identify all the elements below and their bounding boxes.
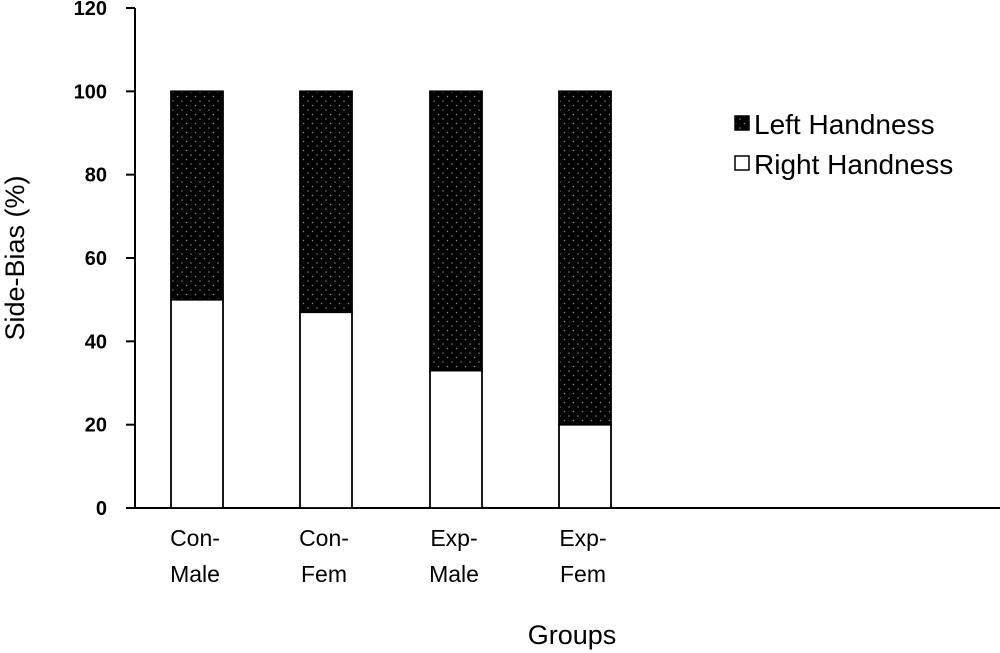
x-axis-label: Groups [528, 620, 617, 650]
y-tick-label: 0 [96, 498, 107, 520]
bar-left-handness-4 [558, 90, 612, 426]
legend-swatch-left-handness [734, 115, 750, 131]
y-tick-label: 100 [74, 81, 107, 103]
bar-right-handness-4 [558, 423, 612, 509]
bar-left-handness-1 [170, 90, 224, 301]
legend: Left Handness Right Handness [734, 109, 953, 180]
bars [170, 90, 612, 509]
x-tick-label: Fem [301, 561, 347, 587]
bar-left-handness-2 [299, 90, 353, 314]
x-tick-label: Fem [560, 561, 606, 587]
y-tick-label: 20 [85, 415, 107, 437]
y-tick-label: 80 [85, 165, 107, 187]
x-tick-label: Male [170, 561, 220, 587]
x-tick-labels: Con- Male Con- Fem Exp- Male Exp- Fem [170, 525, 607, 587]
axes: 0 20 40 60 80 100 120 [74, 0, 1000, 520]
y-axis-label: Side-Bias (%) [0, 175, 30, 340]
y-tick-label: 120 [74, 0, 107, 20]
y-tick-label: 60 [85, 248, 107, 270]
x-tick-label: Con- [170, 525, 220, 551]
bar-left-handness-3 [429, 90, 483, 372]
x-tick-label: Male [429, 561, 479, 587]
legend-swatch-right-handness [734, 155, 750, 171]
x-tick-label: Exp- [430, 525, 477, 551]
bar-right-handness-1 [170, 298, 224, 509]
x-tick-label: Con- [299, 525, 349, 551]
bar-right-handness-2 [299, 311, 353, 509]
legend-label-right-handness: Right Handness [754, 149, 953, 180]
y-tick-label: 40 [85, 331, 107, 353]
bar-right-handness-3 [429, 369, 483, 509]
x-tick-label: Exp- [559, 525, 606, 551]
legend-label-left-handness: Left Handness [754, 109, 935, 140]
